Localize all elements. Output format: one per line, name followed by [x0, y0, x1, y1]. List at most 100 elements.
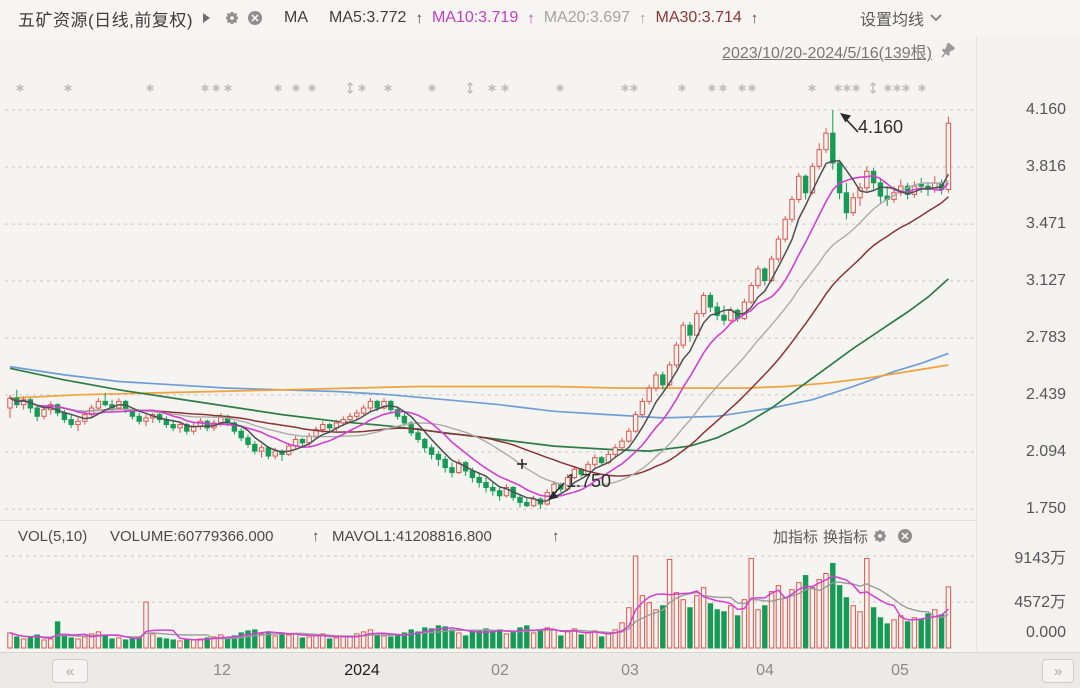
chevron-down-icon: [930, 14, 942, 22]
price-axis-label: 2.094: [1025, 443, 1066, 461]
announcement-marker-icon[interactable]: [384, 84, 392, 92]
chart-header-bar: [0, 0, 1080, 36]
switch-indicator-button[interactable]: 换指标: [823, 528, 869, 546]
announcement-marker-icon[interactable]: [201, 84, 209, 92]
ma20-trend-arrow: ↑: [639, 9, 647, 27]
volume-bars-layer: [7, 555, 952, 649]
price-axis-label: 3.816: [1025, 157, 1066, 175]
ma30-line: [9, 196, 949, 477]
ma5-trend-arrow: ↑: [415, 9, 423, 27]
time-axis-label: 02: [491, 662, 509, 679]
announcement-marker-icon[interactable]: [621, 84, 629, 92]
volume-axis-label: 9143万: [1014, 550, 1066, 567]
split-marker-icon[interactable]: [347, 82, 353, 94]
announcement-marker-icon[interactable]: [808, 84, 816, 92]
announcement-marker-icon[interactable]: [678, 84, 686, 92]
announcement-marker-icon[interactable]: [834, 84, 842, 92]
price-axis-label: 2.439: [1025, 385, 1066, 403]
scroll-left-button[interactable]: «: [52, 659, 88, 683]
announcement-marker-icon[interactable]: [308, 84, 316, 92]
volume-ma-lines: [9, 575, 949, 641]
time-axis-label: 04: [756, 662, 774, 679]
announcement-marker-icon[interactable]: [146, 84, 154, 92]
ma10-value: MA10:3.719: [431, 9, 519, 26]
announcement-marker-icon[interactable]: [748, 84, 756, 92]
ma30-value: MA30:3.714: [655, 9, 742, 26]
announcement-marker-icon[interactable]: [738, 84, 746, 92]
price-axis-label: 3.127: [1025, 272, 1066, 290]
volume-settings-gear-icon[interactable]: [872, 521, 888, 551]
pin-icon[interactable]: [938, 42, 956, 60]
price-axis-label: 2.783: [1025, 328, 1066, 346]
volume-axis-label: 0.000: [1025, 624, 1066, 641]
ma20-value: MA20:3.697: [543, 9, 630, 26]
announcement-marker-icon[interactable]: [719, 84, 727, 92]
ma5-line: [9, 160, 950, 503]
close-indicator-icon[interactable]: [248, 11, 263, 25]
expand-caret-icon[interactable]: [203, 13, 211, 23]
long-ma-lines: [9, 278, 949, 452]
chart-header: 五矿资源(日线,前复权) MA MA5:3.772 ↑ MA10:3.719 ↑…: [0, 0, 1080, 36]
date-range-row: 2023/10/20-2024/5/16(139根): [0, 39, 956, 63]
time-axis-bar: [0, 652, 1080, 688]
mavol10-line: [9, 581, 949, 640]
scroll-right-button[interactable]: »: [1042, 659, 1074, 683]
mavol1-value: MAVOL1:41208816.800: [332, 527, 492, 545]
time-axis-label: 2024: [344, 662, 380, 679]
volume-close-icon[interactable]: [898, 521, 912, 551]
configure-ma-label: 设置均线: [860, 12, 925, 29]
announcement-marker-icon[interactable]: [16, 84, 24, 92]
volume-value: VOLUME:60779366.000: [110, 527, 274, 545]
time-axis-label: 05: [891, 662, 909, 679]
announcement-marker-icon[interactable]: [488, 84, 496, 92]
announcement-marker-icon[interactable]: [501, 84, 509, 92]
vol-indicator-label: VOL(5,10): [18, 527, 88, 545]
ma30-trend-arrow: ↑: [750, 9, 759, 27]
green-line: [9, 278, 949, 452]
ma-group-label: MA: [284, 9, 309, 26]
price-axis-label: 3.471: [1025, 215, 1066, 233]
volume-header: VOL(5,10) VOLUME:60779366.000 ↑ MAVOL1:4…: [0, 521, 1080, 551]
mavol5-line: [9, 575, 949, 641]
announcement-marker-icon[interactable]: [212, 84, 220, 92]
configure-ma-button[interactable]: 设置均线: [860, 0, 942, 36]
announcement-marker-icon[interactable]: [428, 84, 436, 92]
low-price-annotation: 1.750: [566, 471, 612, 491]
announcement-marker-icon[interactable]: [884, 84, 892, 92]
price-axis-label: 1.750: [1025, 500, 1066, 517]
split-marker-icon[interactable]: [467, 82, 473, 94]
annotation-arrows: [548, 113, 859, 500]
add-indicator-button[interactable]: 加指标: [773, 528, 819, 546]
price-axis-gutter: [976, 36, 1080, 652]
high-price-annotation: 4.160: [858, 117, 904, 137]
announcement-marker-icon[interactable]: [893, 84, 901, 92]
mavol1-trend-arrow: ↑: [552, 527, 560, 545]
volume-axis-label: 4572万: [1014, 594, 1066, 611]
announcement-marker-icon[interactable]: [918, 84, 926, 92]
announcement-marker-icon[interactable]: [556, 84, 564, 92]
grid-lines: [0, 109, 976, 603]
announcement-marker-icon[interactable]: [852, 84, 860, 92]
announcement-marker-icon[interactable]: [843, 84, 851, 92]
instrument-title[interactable]: 五矿资源(日线,前复权): [18, 10, 194, 30]
announcement-marker-icon[interactable]: [358, 84, 366, 92]
settings-gear-icon[interactable]: [224, 10, 240, 26]
event-markers: [16, 82, 926, 94]
announcement-marker-icon[interactable]: [64, 84, 72, 92]
main-chart-pane: [0, 36, 976, 652]
split-marker-icon[interactable]: [870, 82, 876, 94]
announcement-marker-icon[interactable]: [902, 84, 910, 92]
ma5-value: MA5:3.772: [329, 9, 407, 26]
orange-line: [9, 364, 949, 399]
announcement-marker-icon[interactable]: [274, 84, 282, 92]
price-axis-label: 4.160: [1025, 101, 1066, 118]
announcement-marker-icon[interactable]: [630, 84, 638, 92]
announcement-marker-icon[interactable]: [224, 84, 232, 92]
time-axis-label: 12: [213, 662, 231, 679]
announcement-marker-icon[interactable]: [708, 84, 716, 92]
date-range-label[interactable]: 2023/10/20-2024/5/16(139根): [722, 45, 932, 62]
ma10-trend-arrow: ↑: [527, 9, 535, 27]
announcement-marker-icon[interactable]: [292, 84, 300, 92]
volume-trend-arrow: ↑: [312, 527, 320, 545]
